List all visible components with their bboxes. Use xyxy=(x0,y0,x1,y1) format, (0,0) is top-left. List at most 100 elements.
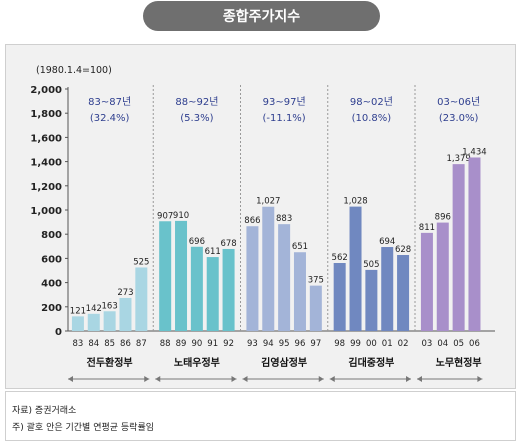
bar-value-label: 696 xyxy=(189,237,205,247)
bar-value-label: 611 xyxy=(205,247,221,257)
source-note: 자료) 증권거래소 xyxy=(12,406,77,416)
x-tick-label: 94 xyxy=(263,339,274,349)
rate-label: (10.8%) xyxy=(352,113,392,124)
period-label: 88~92년 xyxy=(175,96,218,108)
y-tick-label: 800 xyxy=(41,230,62,241)
period-label: 93~97년 xyxy=(263,96,306,108)
arrow-head-left xyxy=(242,376,248,382)
bar xyxy=(103,311,116,331)
y-tick-label: 200 xyxy=(41,303,62,314)
group-name: 전두환정부 xyxy=(87,356,133,369)
bar-value-label: 121 xyxy=(70,306,86,316)
x-tick-label: 87 xyxy=(136,339,147,349)
bar xyxy=(175,220,188,331)
x-tick-label: 06 xyxy=(469,339,480,349)
bar-value-label: 505 xyxy=(363,260,379,270)
x-tick-label: 01 xyxy=(382,339,393,349)
bar-value-label: 907 xyxy=(157,211,173,221)
x-tick-label: 05 xyxy=(453,339,464,349)
group-name: 김영삼정부 xyxy=(261,356,307,369)
arrow-head-left xyxy=(329,376,335,382)
x-tick-label: 97 xyxy=(310,339,321,349)
bar xyxy=(381,247,394,331)
bar-value-label: 1,028 xyxy=(343,197,367,207)
bar xyxy=(333,262,346,331)
group-name: 노무현정부 xyxy=(436,356,482,369)
y-tick-label: 1,000 xyxy=(30,206,62,217)
x-tick-label: 89 xyxy=(176,339,187,349)
bar-value-label: 562 xyxy=(332,253,348,263)
footnotes: 자료) 증권거래소 주) 괄호 안은 기간별 연평균 등락률임 xyxy=(5,391,516,441)
bar xyxy=(262,206,275,331)
x-tick-label: 86 xyxy=(120,339,131,349)
bar xyxy=(246,226,259,331)
x-tick-label: 99 xyxy=(350,339,361,349)
bar xyxy=(468,157,481,331)
bar-value-label: 163 xyxy=(102,301,118,311)
arrow-head-right xyxy=(144,376,150,382)
bar xyxy=(349,206,362,331)
rate-label: (5.3%) xyxy=(180,113,213,124)
bar-value-label: 811 xyxy=(419,223,435,233)
bar xyxy=(119,297,132,331)
x-tick-label: 88 xyxy=(160,339,171,349)
y-tick-label: 600 xyxy=(41,254,62,265)
rate-label: (32.4%) xyxy=(90,113,130,124)
bar-value-label: 866 xyxy=(244,216,260,226)
x-tick-label: 02 xyxy=(398,339,409,349)
y-tick-label: 1,200 xyxy=(30,182,62,193)
x-tick-label: 03 xyxy=(422,339,433,349)
bar xyxy=(436,222,449,331)
bar xyxy=(452,164,465,331)
chart-title: 종합주가지수 xyxy=(143,1,380,31)
period-label: 83~87년 xyxy=(88,96,131,108)
x-tick-label: 90 xyxy=(191,339,202,349)
bar xyxy=(420,232,433,331)
x-tick-label: 93 xyxy=(247,339,258,349)
bar xyxy=(87,313,100,331)
period-label: 03~06년 xyxy=(437,96,480,108)
arrow-head-left xyxy=(417,376,422,382)
x-tick-label: 91 xyxy=(207,339,218,349)
rate-note: 주) 괄호 안은 기간별 연평균 등락률임 xyxy=(12,423,155,433)
arrow-head-left xyxy=(155,376,161,382)
bar-value-label: 1,379 xyxy=(446,154,470,164)
rate-label: (-11.1%) xyxy=(263,113,306,124)
bar-value-label: 628 xyxy=(395,245,411,255)
x-tick-label: 04 xyxy=(437,339,448,349)
x-tick-label: 83 xyxy=(73,339,84,349)
y-tick-label: 1,600 xyxy=(30,133,62,144)
rate-label: (23.0%) xyxy=(439,113,479,124)
bar-value-label: 142 xyxy=(86,304,102,314)
bar-value-label: 375 xyxy=(308,276,324,286)
bar xyxy=(365,269,378,331)
bar xyxy=(222,248,235,331)
bar xyxy=(71,316,84,331)
x-tick-label: 92 xyxy=(223,339,234,349)
y-tick-label: 400 xyxy=(41,279,62,290)
y-tick-label: 1,400 xyxy=(30,158,62,169)
bar-value-label: 273 xyxy=(117,288,133,298)
y-tick-label: 0 xyxy=(55,327,62,338)
x-tick-label: 96 xyxy=(295,339,306,349)
x-tick-label: 00 xyxy=(366,339,377,349)
y-tick-label: 2,000 xyxy=(30,85,62,96)
group-name: 노태우정부 xyxy=(174,356,220,369)
bar-value-label: 525 xyxy=(133,257,149,267)
x-tick-label: 95 xyxy=(279,339,290,349)
bar xyxy=(190,246,203,331)
unit-label: (1980.1.4=100) xyxy=(36,65,112,76)
arrow-head-right xyxy=(318,376,324,382)
bar-value-label: 896 xyxy=(435,213,451,223)
bar-value-label: 678 xyxy=(220,239,236,249)
bar-value-label: 883 xyxy=(276,214,292,224)
bar xyxy=(159,221,172,331)
bar-value-label: 694 xyxy=(379,237,395,247)
arrow-head-left xyxy=(68,376,73,382)
x-tick-label: 85 xyxy=(104,339,115,349)
y-tick-label: 1,800 xyxy=(30,109,62,120)
group-name: 김대중정부 xyxy=(348,356,394,369)
arrow-head-right xyxy=(477,376,483,382)
arrow-head-right xyxy=(406,376,411,382)
